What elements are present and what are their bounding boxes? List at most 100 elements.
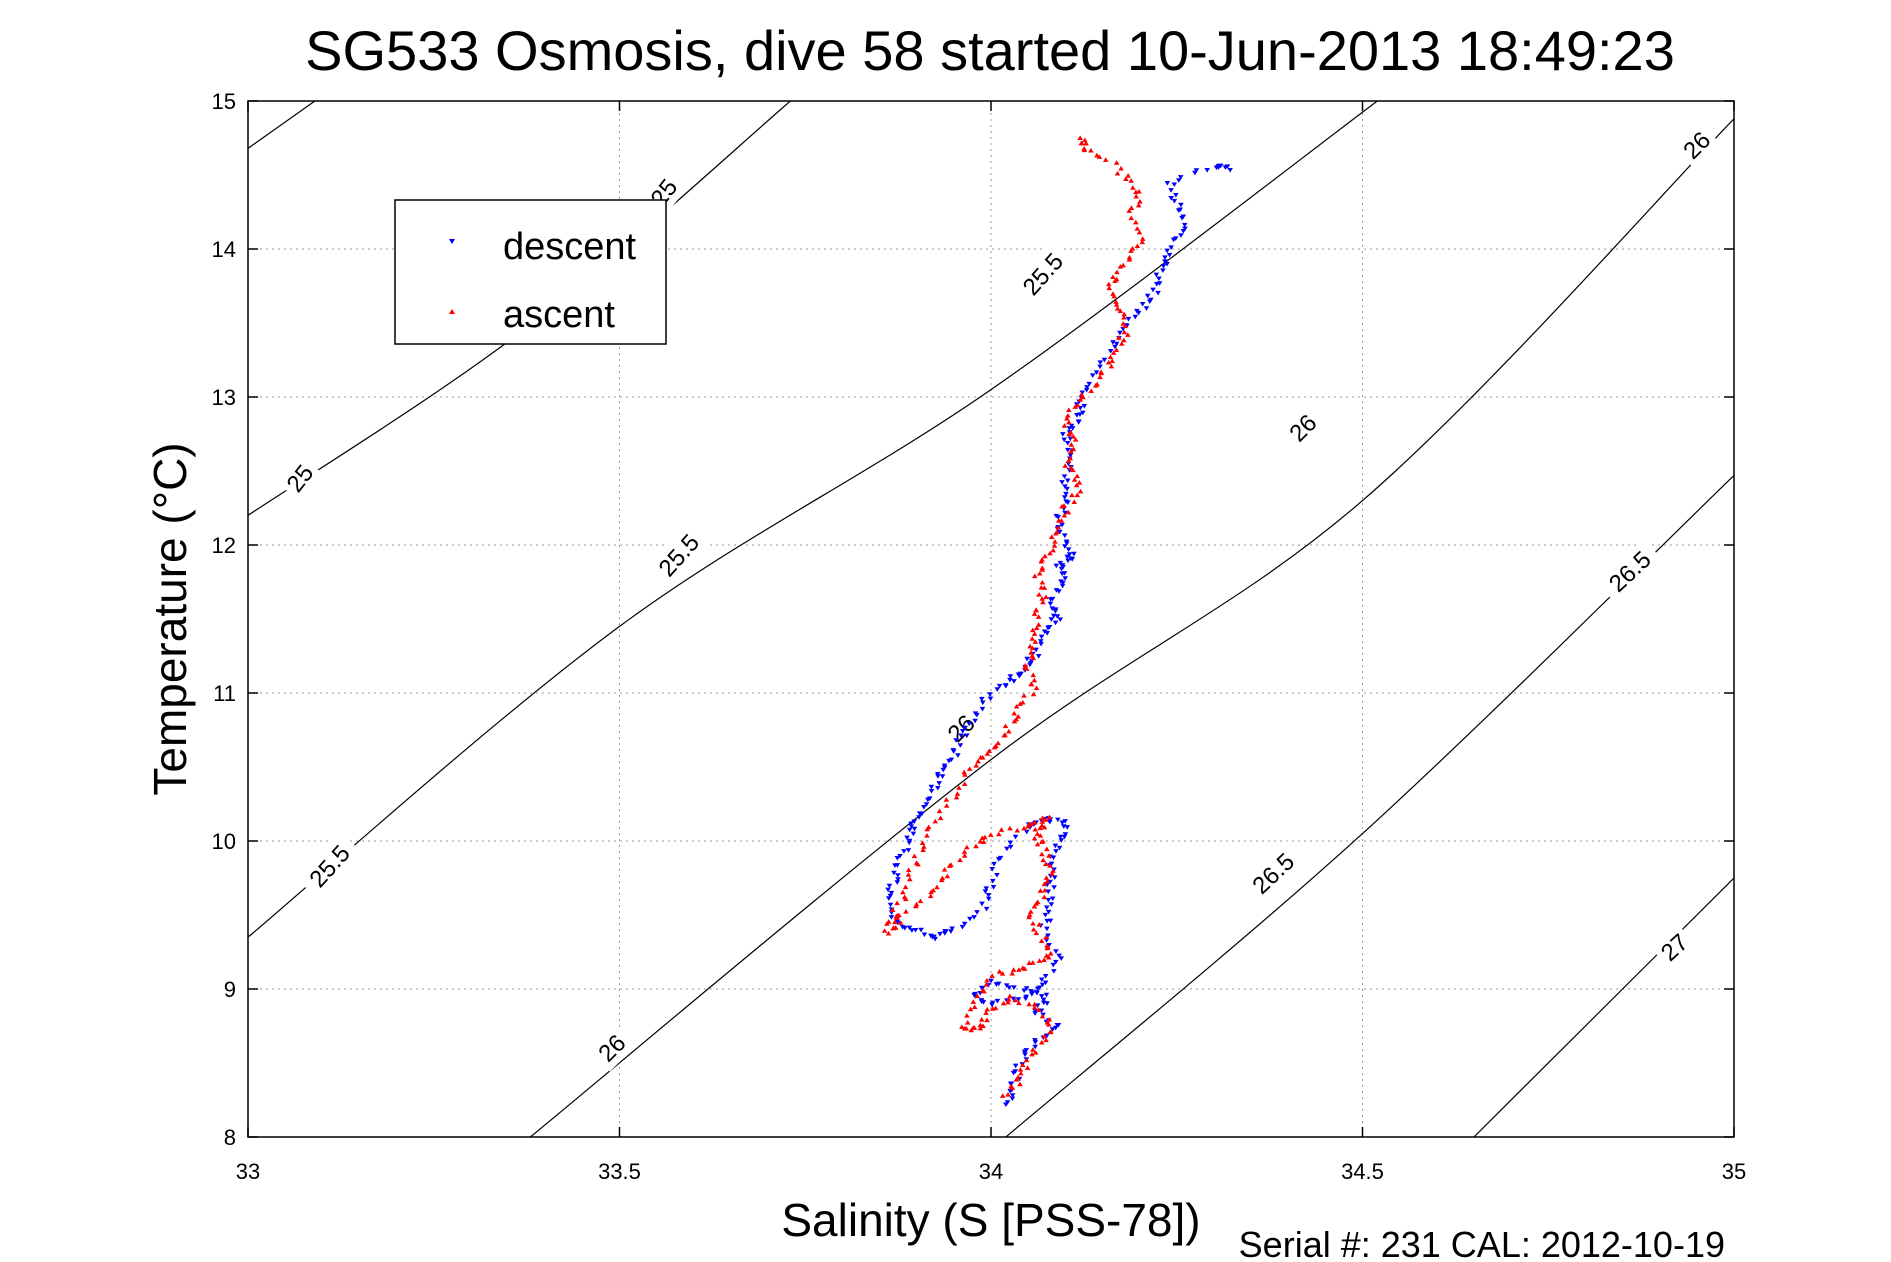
descent-point xyxy=(1064,478,1071,484)
descent-point xyxy=(1062,544,1068,549)
descent-point xyxy=(1046,819,1053,825)
descent-point xyxy=(1059,820,1066,826)
ascent-point xyxy=(1044,878,1051,884)
ascent-point xyxy=(920,847,926,853)
ascent-point xyxy=(1037,833,1044,838)
descent-point xyxy=(964,733,970,739)
ascent-point xyxy=(1034,831,1041,836)
descent-point xyxy=(1182,226,1188,232)
descent-point xyxy=(1178,202,1184,208)
ascent-point xyxy=(927,893,934,899)
ascent-point xyxy=(1129,245,1136,251)
ascent-point xyxy=(1098,369,1104,375)
ascent-point xyxy=(1038,584,1045,590)
descent-point xyxy=(1068,423,1075,429)
descent-point xyxy=(1066,552,1073,557)
descent-point xyxy=(990,878,996,884)
ascent-point xyxy=(1108,363,1115,369)
descent-point xyxy=(1089,373,1096,379)
descent-point xyxy=(994,873,1000,878)
descent-point xyxy=(911,819,918,824)
descent-point xyxy=(918,927,924,933)
descent-point xyxy=(935,774,941,779)
descent-point xyxy=(1050,855,1057,861)
ascent-point xyxy=(1065,458,1072,464)
descent-point xyxy=(937,931,943,937)
ascent-point xyxy=(1111,293,1117,299)
ascent-point xyxy=(1139,236,1146,241)
descent-point xyxy=(1049,896,1056,902)
ascent-point xyxy=(1023,1057,1030,1063)
ascent-point xyxy=(995,740,1001,746)
ascent-point xyxy=(1135,202,1142,208)
ascent-point xyxy=(1019,699,1026,705)
descent-point xyxy=(910,831,917,837)
descent-point xyxy=(1154,281,1160,287)
descent-point xyxy=(1027,662,1033,668)
descent-point xyxy=(1180,228,1187,234)
descent-point xyxy=(996,683,1003,689)
descent-point xyxy=(1056,953,1062,959)
ascent-point xyxy=(1117,264,1124,269)
descent-point xyxy=(1061,474,1068,479)
descent-point xyxy=(1084,385,1090,390)
descent-point xyxy=(979,706,986,712)
ascent-point xyxy=(1114,269,1120,275)
descent-point xyxy=(902,925,908,931)
descent-point xyxy=(989,1002,995,1008)
ascent-point xyxy=(946,863,953,868)
y-tick-label: 11 xyxy=(213,681,236,706)
ascent-point xyxy=(1139,239,1146,245)
ascent-point xyxy=(1074,402,1081,408)
ascent-point xyxy=(1105,281,1112,287)
ascent-point xyxy=(1031,611,1038,616)
ascent-point xyxy=(984,1006,991,1012)
descent-point xyxy=(1012,1063,1019,1069)
ascent-point xyxy=(1066,407,1072,412)
ascent-point xyxy=(1036,570,1043,576)
ascent-point xyxy=(1039,596,1045,601)
ascent-point xyxy=(1049,871,1055,876)
ascent-point xyxy=(1128,178,1134,183)
ascent-point xyxy=(964,1020,971,1025)
ascent-point xyxy=(1013,703,1020,709)
descent-point xyxy=(1045,889,1052,895)
descent-point xyxy=(1023,994,1029,1000)
ascent-point xyxy=(1070,434,1077,439)
descent-point xyxy=(1055,1023,1062,1028)
ascent-point xyxy=(1109,358,1115,364)
chart-title: SG533 Osmosis, dive 58 started 10-Jun-20… xyxy=(305,19,1675,82)
descent-point xyxy=(1160,268,1166,273)
descent-point xyxy=(940,767,947,773)
ascent-point xyxy=(973,843,979,849)
ascent-point xyxy=(928,889,934,895)
descent-point xyxy=(1168,196,1175,201)
descent-point xyxy=(1056,529,1063,535)
descent-point xyxy=(983,886,990,891)
descent-point xyxy=(1045,897,1052,903)
ascent-point xyxy=(1028,649,1034,655)
ascent-point xyxy=(1021,693,1027,698)
ascent-point xyxy=(1026,912,1033,917)
descent-point xyxy=(1041,629,1048,635)
ascent-point xyxy=(1016,967,1022,972)
ascent-point xyxy=(1013,716,1020,722)
legend-marker-ascent xyxy=(449,309,455,314)
ascent-point xyxy=(980,1023,986,1028)
descent-point xyxy=(1192,170,1198,176)
ascent-point xyxy=(1113,160,1120,165)
contour-label-background xyxy=(297,832,363,900)
contour-line-25 xyxy=(248,101,316,149)
ascent-point xyxy=(1113,302,1120,307)
descent-point xyxy=(982,889,989,895)
descent-point xyxy=(1061,495,1068,500)
ascent-point xyxy=(1050,547,1056,553)
descent-point xyxy=(934,785,941,791)
descent-point xyxy=(1052,959,1059,965)
descent-point xyxy=(955,753,961,758)
descent-point xyxy=(1052,843,1059,849)
ascent-point xyxy=(1030,920,1036,926)
descent-point xyxy=(921,932,928,938)
serial-cal-footer: Serial #: 231 CAL: 2012-10-19 xyxy=(1239,1224,1725,1262)
ascent-point xyxy=(1028,681,1034,687)
